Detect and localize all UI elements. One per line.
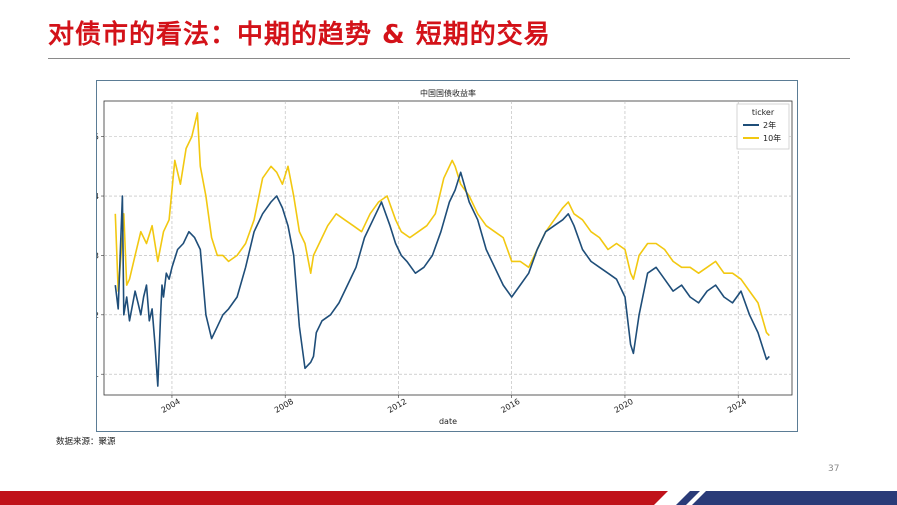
y-tick-label: 4 (97, 192, 99, 201)
axis-ticks: 1 2 3 4 5 2004 2008 2012 2016 2020 2024 (97, 133, 748, 415)
y-tick-label: 1 (97, 370, 99, 379)
series-lines (114, 112, 770, 387)
legend-label-2y: 2年 (763, 120, 776, 130)
chart-title: 中国国债收益率 (420, 88, 476, 98)
x-tick-label: 2004 (160, 397, 182, 415)
footer-stripe-2 (686, 491, 706, 505)
x-tick-label: 2008 (273, 397, 295, 415)
slide-title: 对债市的看法：中期的趋势 & 短期的交易 (48, 20, 551, 50)
x-tick-label: 2024 (726, 397, 748, 415)
yield-chart: 1 2 3 4 5 2004 2008 2012 2016 2020 2024 中国国债收益率 da… (97, 88, 793, 426)
footer-stripe (654, 491, 690, 505)
y-tick-label: 5 (97, 133, 99, 142)
series-line-2y (114, 171, 770, 387)
chart-frame: 1 2 3 4 5 2004 2008 2012 2016 2020 2024 中国国债收益率 da… (96, 80, 798, 432)
x-tick-label: 2016 (499, 397, 521, 415)
source-note: 数据来源：聚源 (56, 437, 116, 447)
legend-label-10y: 10年 (763, 133, 781, 143)
x-axis-label: date (439, 417, 457, 426)
footer-navy-bar (676, 491, 897, 505)
footer-band (0, 491, 897, 505)
series-line-10y (114, 112, 770, 337)
legend-title: ticker (752, 108, 775, 117)
legend-box (736, 103, 790, 150)
y-tick-label: 2 (97, 311, 99, 320)
legend: ticker 2年 10年 (736, 103, 790, 150)
page-number: 37 (828, 464, 840, 474)
footer-red-bar (0, 491, 670, 505)
x-tick-label: 2020 (613, 397, 635, 415)
x-tick-label: 2012 (386, 397, 408, 415)
y-tick-label: 3 (97, 251, 99, 260)
title-divider (48, 58, 850, 59)
grid-lines (104, 101, 792, 395)
plot-area (103, 100, 793, 396)
